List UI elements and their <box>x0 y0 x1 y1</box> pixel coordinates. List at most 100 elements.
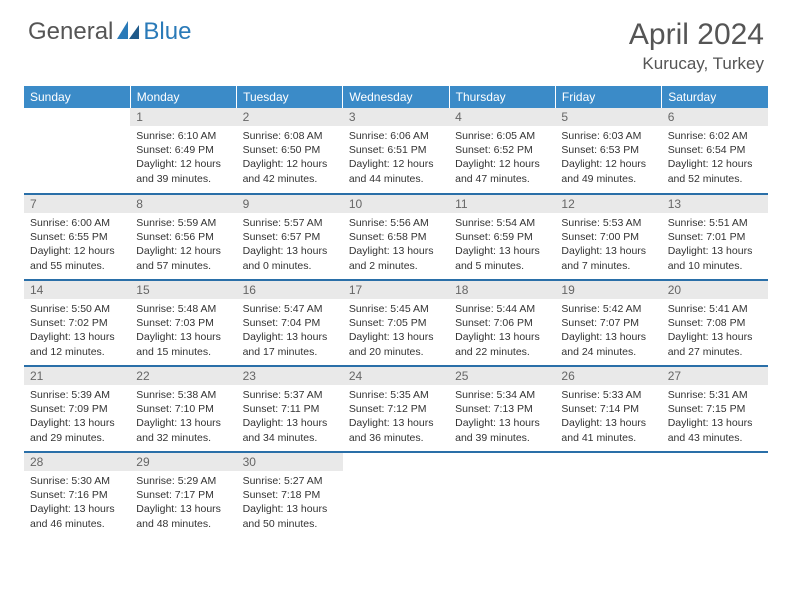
col-tuesday: Tuesday <box>237 86 343 108</box>
day-line: Sunset: 7:18 PM <box>243 488 337 502</box>
page-header: General Blue April 2024 Kurucay, Turkey <box>0 0 792 82</box>
calendar-cell <box>555 452 661 538</box>
day-body: Sunrise: 5:44 AMSunset: 7:06 PMDaylight:… <box>449 299 555 363</box>
logo: General Blue <box>28 18 191 46</box>
day-line: Sunrise: 5:31 AM <box>668 388 762 402</box>
day-number: 25 <box>449 367 555 385</box>
day-line: Sunrise: 6:06 AM <box>349 129 443 143</box>
calendar-cell: 18Sunrise: 5:44 AMSunset: 7:06 PMDayligh… <box>449 280 555 366</box>
day-body: Sunrise: 5:31 AMSunset: 7:15 PMDaylight:… <box>662 385 768 449</box>
day-line: Sunrise: 5:45 AM <box>349 302 443 316</box>
day-body: Sunrise: 5:29 AMSunset: 7:17 PMDaylight:… <box>130 471 236 535</box>
col-wednesday: Wednesday <box>343 86 449 108</box>
day-line: Sunset: 6:55 PM <box>30 230 124 244</box>
day-body: Sunrise: 5:38 AMSunset: 7:10 PMDaylight:… <box>130 385 236 449</box>
day-line: and 41 minutes. <box>561 431 655 445</box>
logo-text-blue: Blue <box>143 18 191 46</box>
day-line: Sunset: 6:57 PM <box>243 230 337 244</box>
day-number: 27 <box>662 367 768 385</box>
day-line: and 50 minutes. <box>243 517 337 531</box>
day-line: Daylight: 12 hours <box>668 157 762 171</box>
day-number: 3 <box>343 108 449 126</box>
calendar-row: 28Sunrise: 5:30 AMSunset: 7:16 PMDayligh… <box>24 452 768 538</box>
calendar-cell: 25Sunrise: 5:34 AMSunset: 7:13 PMDayligh… <box>449 366 555 452</box>
day-line: and 29 minutes. <box>30 431 124 445</box>
day-line: Sunset: 7:13 PM <box>455 402 549 416</box>
calendar-cell: 7Sunrise: 6:00 AMSunset: 6:55 PMDaylight… <box>24 194 130 280</box>
day-line: Sunset: 7:14 PM <box>561 402 655 416</box>
day-line: Sunrise: 5:39 AM <box>30 388 124 402</box>
day-line: and 5 minutes. <box>455 259 549 273</box>
day-body: Sunrise: 5:45 AMSunset: 7:05 PMDaylight:… <box>343 299 449 363</box>
day-number: 30 <box>237 453 343 471</box>
day-body: Sunrise: 5:34 AMSunset: 7:13 PMDaylight:… <box>449 385 555 449</box>
col-friday: Friday <box>555 86 661 108</box>
day-line: Sunset: 6:56 PM <box>136 230 230 244</box>
day-number: 15 <box>130 281 236 299</box>
day-line: Daylight: 13 hours <box>561 416 655 430</box>
day-line: Daylight: 13 hours <box>455 244 549 258</box>
day-body: Sunrise: 5:51 AMSunset: 7:01 PMDaylight:… <box>662 213 768 277</box>
day-number: 23 <box>237 367 343 385</box>
day-number: 18 <box>449 281 555 299</box>
calendar-cell: 30Sunrise: 5:27 AMSunset: 7:18 PMDayligh… <box>237 452 343 538</box>
day-line: Daylight: 13 hours <box>30 416 124 430</box>
day-line: and 43 minutes. <box>668 431 762 445</box>
col-sunday: Sunday <box>24 86 130 108</box>
day-line: Daylight: 12 hours <box>30 244 124 258</box>
day-line: Daylight: 13 hours <box>243 416 337 430</box>
day-body: Sunrise: 6:03 AMSunset: 6:53 PMDaylight:… <box>555 126 661 190</box>
day-line: and 15 minutes. <box>136 345 230 359</box>
day-line: and 34 minutes. <box>243 431 337 445</box>
day-line: Sunset: 6:53 PM <box>561 143 655 157</box>
day-body: Sunrise: 6:10 AMSunset: 6:49 PMDaylight:… <box>130 126 236 190</box>
day-number: 16 <box>237 281 343 299</box>
day-number: 10 <box>343 195 449 213</box>
day-line: and 20 minutes. <box>349 345 443 359</box>
day-line: Sunset: 6:50 PM <box>243 143 337 157</box>
day-line: Sunrise: 5:37 AM <box>243 388 337 402</box>
day-body: Sunrise: 5:57 AMSunset: 6:57 PMDaylight:… <box>237 213 343 277</box>
day-line: and 0 minutes. <box>243 259 337 273</box>
day-line: Daylight: 13 hours <box>349 416 443 430</box>
logo-sail-icon <box>115 19 141 46</box>
day-number: 17 <box>343 281 449 299</box>
calendar-cell: 20Sunrise: 5:41 AMSunset: 7:08 PMDayligh… <box>662 280 768 366</box>
day-line: Sunrise: 6:10 AM <box>136 129 230 143</box>
location: Kurucay, Turkey <box>629 54 764 74</box>
calendar-cell: 21Sunrise: 5:39 AMSunset: 7:09 PMDayligh… <box>24 366 130 452</box>
day-line: Sunrise: 5:35 AM <box>349 388 443 402</box>
day-line: Sunrise: 5:33 AM <box>561 388 655 402</box>
calendar-cell: 2Sunrise: 6:08 AMSunset: 6:50 PMDaylight… <box>237 108 343 194</box>
day-line: Daylight: 12 hours <box>136 157 230 171</box>
day-line: Sunset: 7:15 PM <box>668 402 762 416</box>
day-line: Sunrise: 5:42 AM <box>561 302 655 316</box>
day-line: Sunset: 7:09 PM <box>30 402 124 416</box>
day-number: 14 <box>24 281 130 299</box>
day-number: 12 <box>555 195 661 213</box>
calendar-cell: 26Sunrise: 5:33 AMSunset: 7:14 PMDayligh… <box>555 366 661 452</box>
day-number: 28 <box>24 453 130 471</box>
day-body: Sunrise: 5:47 AMSunset: 7:04 PMDaylight:… <box>237 299 343 363</box>
day-line: and 32 minutes. <box>136 431 230 445</box>
day-line: Sunset: 6:54 PM <box>668 143 762 157</box>
day-line: and 27 minutes. <box>668 345 762 359</box>
day-line: Sunrise: 5:53 AM <box>561 216 655 230</box>
day-line: Sunset: 7:04 PM <box>243 316 337 330</box>
day-line: Sunset: 7:07 PM <box>561 316 655 330</box>
day-body: Sunrise: 5:39 AMSunset: 7:09 PMDaylight:… <box>24 385 130 449</box>
day-line: Sunset: 7:01 PM <box>668 230 762 244</box>
day-line: and 57 minutes. <box>136 259 230 273</box>
day-line: Daylight: 12 hours <box>243 157 337 171</box>
calendar-cell: 27Sunrise: 5:31 AMSunset: 7:15 PMDayligh… <box>662 366 768 452</box>
day-line: Sunrise: 5:47 AM <box>243 302 337 316</box>
day-line: Sunrise: 5:41 AM <box>668 302 762 316</box>
calendar-cell: 13Sunrise: 5:51 AMSunset: 7:01 PMDayligh… <box>662 194 768 280</box>
day-line: Sunrise: 5:50 AM <box>30 302 124 316</box>
day-line: Daylight: 13 hours <box>136 416 230 430</box>
day-number: 2 <box>237 108 343 126</box>
day-line: Sunrise: 6:08 AM <box>243 129 337 143</box>
day-body: Sunrise: 6:08 AMSunset: 6:50 PMDaylight:… <box>237 126 343 190</box>
day-line: and 17 minutes. <box>243 345 337 359</box>
day-number: 9 <box>237 195 343 213</box>
